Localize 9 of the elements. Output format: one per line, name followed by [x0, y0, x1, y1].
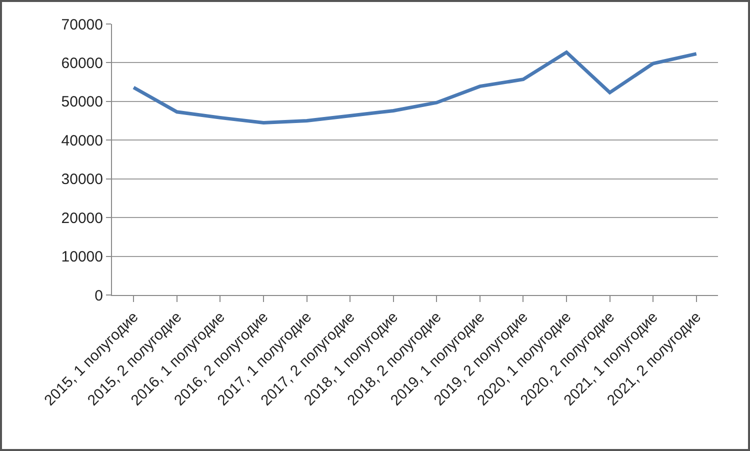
y-tick-label: 20000 — [61, 210, 103, 227]
y-tick-label: 30000 — [61, 171, 103, 188]
y-tick-label: 10000 — [61, 248, 103, 266]
y-tick-label: 60000 — [61, 54, 103, 72]
y-tick-label: 70000 — [61, 16, 103, 34]
y-tick-label: 50000 — [61, 94, 103, 111]
y-tick-label: 0 — [94, 287, 103, 304]
line-series — [132, 50, 698, 124]
y-tick-label: 40000 — [61, 132, 103, 150]
